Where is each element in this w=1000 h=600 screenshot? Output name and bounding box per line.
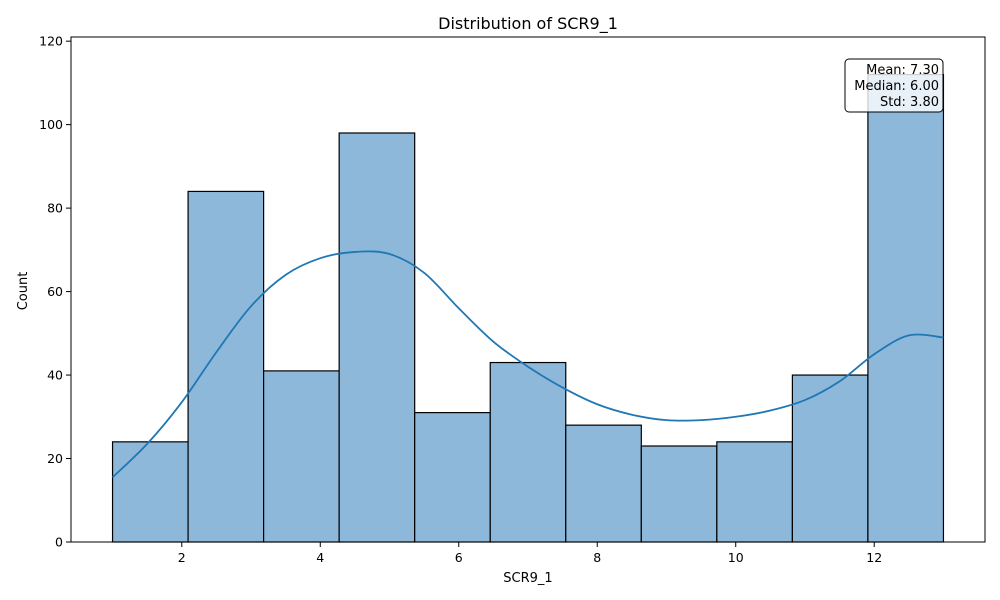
y-tick-label: 120	[39, 34, 63, 49]
y-tick-label: 80	[47, 201, 63, 216]
histogram-bar	[791, 374, 869, 543]
y-tick-label: 40	[47, 368, 63, 383]
y-tick-label: 0	[55, 535, 63, 550]
histogram-bar	[489, 361, 567, 543]
x-tick-label: 8	[593, 550, 601, 565]
y-tick-label: 100	[39, 117, 63, 132]
x-tick-label: 2	[178, 550, 186, 565]
plot-area	[70, 36, 986, 543]
plot-frame	[70, 36, 986, 543]
histogram-bar	[187, 190, 265, 543]
stats-box-frame	[844, 58, 944, 113]
y-tick-label: 20	[47, 451, 63, 466]
x-axis: 2 4 6 8 10 12	[178, 542, 882, 565]
stats-line: Median: 6.00	[854, 79, 939, 94]
histogram-bar	[640, 445, 718, 543]
histogram-bar	[565, 424, 642, 543]
x-tick-label: 4	[316, 550, 324, 565]
y-tick-label: 60	[47, 284, 63, 299]
chart-title: Distribution of SCR9_1	[438, 14, 618, 34]
histogram-bar	[414, 412, 491, 543]
histogram-bar	[263, 370, 340, 543]
x-axis-label: SCR9_1	[503, 571, 552, 586]
histogram-bar	[867, 73, 945, 543]
y-axis: 0 20 40 60 80 100 120	[39, 34, 71, 550]
kde-curve	[111, 250, 944, 478]
histogram-bar	[111, 441, 189, 543]
histogram-bar	[716, 441, 793, 543]
histogram-bar	[338, 132, 416, 543]
x-tick-label: 10	[728, 550, 744, 565]
stats-line: Std: 3.80	[880, 95, 939, 110]
x-tick-label: 6	[455, 550, 463, 565]
y-axis-label: Count	[16, 272, 31, 311]
x-tick-label: 12	[866, 550, 882, 565]
stats-line: Mean: 7.30	[866, 63, 939, 78]
